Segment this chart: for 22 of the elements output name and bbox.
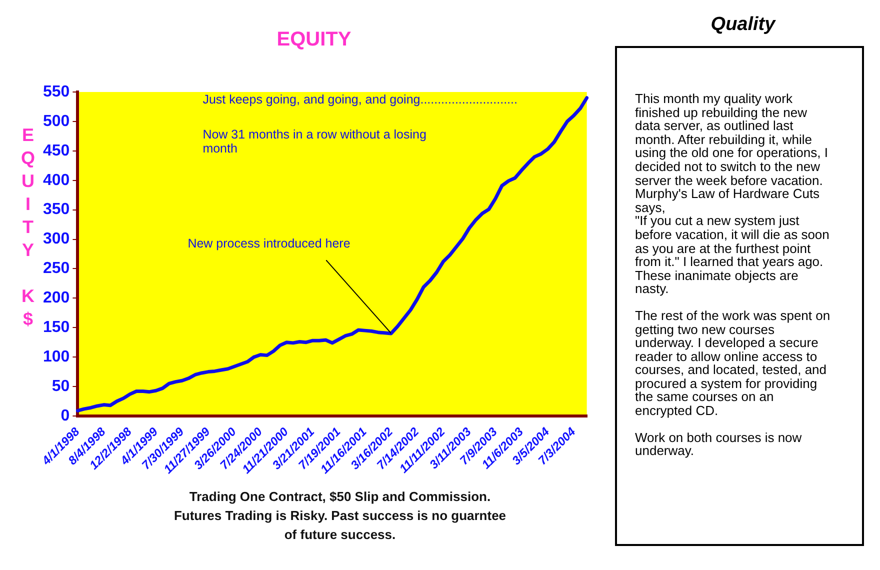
y-tick-label: 500 [42,112,70,130]
annotation: Now 31 months in a row without a losing month [202,128,426,156]
text: The rest of the work was spent on getting two new courses underway. I developed a secure reader to allow online access to courses, and located, tested, and procured a system for providing the same courses on an encrypted CD. [635,308,832,418]
y-tick-label: 550 [42,83,70,100]
annotation: Just keeps going, and going, and going............................ [202,92,518,107]
y-tick-label: 400 [42,172,70,189]
y-tick-label: 100 [42,348,70,366]
y-tick-label: 50 [52,378,70,395]
text: This month my quality work finished up rebuilding the new data server, as outlined last month. After rebuilding it, while using the old one for operations, I decided not to switch to the new server the week before vacation. Murphy's Law of Hardware Cuts says, "If you cut a new system just before vacation, it will die as soon as you are at the furthest point from it." I learned that years ago. These inanimate objects are nasty. [635,91,830,296]
y-tick-label: 200 [42,290,70,307]
y-tick-label: 250 [42,260,70,278]
text: Quality [710,14,777,36]
y-tick-label: 300 [42,230,70,248]
text: Trading One Contract, $50 Slip and Commission. Futures Trading is Risky. Past success is no guarntee of future success. [172,488,508,544]
text: EQUITY K$ [20,124,36,329]
text: Work on both courses is now underway. [635,430,803,458]
annotation: New process introduced here [188,236,350,251]
y-tick-label: 0 [60,407,70,424]
chart-title: EQUITY [276,28,352,51]
y-tick-label: 450 [42,142,70,160]
y-tick-label: 350 [42,201,70,218]
y-tick-label: 150 [42,319,70,336]
